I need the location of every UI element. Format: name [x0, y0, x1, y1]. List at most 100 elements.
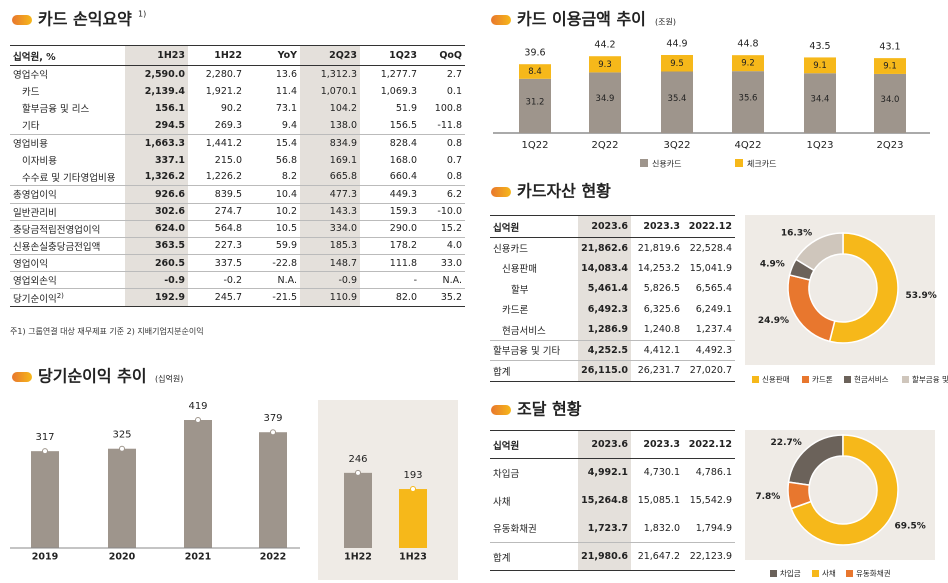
cell: 926.6 [125, 185, 188, 203]
cell: 294.5 [125, 117, 188, 135]
x-tick-label: 2021 [185, 552, 211, 563]
legend-label: 신용판매 [762, 375, 790, 384]
legend-swatch [802, 376, 809, 383]
value-label: 22.7% [771, 438, 802, 448]
x-tick-label: 1H22 [344, 552, 372, 563]
cell: 15,542.9 [689, 495, 732, 506]
cell: 10.2 [245, 202, 300, 221]
cell: -0.2 [188, 271, 245, 289]
x-tick-label: 2Q22 [592, 140, 619, 151]
cell: 185.3 [300, 236, 360, 255]
row-label: 당기순이익2) [10, 288, 125, 307]
cell: 6,325.6 [643, 303, 680, 315]
cell: 5,461.4 [578, 278, 631, 299]
cell: 1,070.1 [300, 82, 360, 100]
row-label: 유동화채권 [493, 524, 537, 536]
table-row: 일반관리비 302.6 274.7 10.2 143.3 159.3 -10.0 [10, 202, 465, 221]
cell: 104.2 [300, 99, 360, 118]
row-label: 신용카드 [493, 244, 528, 255]
cell: 15,041.9 [689, 262, 732, 274]
cell: 2,590.0 [125, 65, 188, 83]
total-label: 39.6 [524, 48, 545, 59]
cell: 11.4 [275, 85, 297, 97]
legend-label: 체크카드 [747, 159, 776, 169]
table-row: 사채 15,264.8 15,085.1 15,542.9 [490, 486, 735, 515]
header-cell: 십억원, % [10, 45, 125, 66]
bar-segment [661, 55, 693, 72]
cell: 1,237.4 [695, 324, 732, 335]
bar-segment [732, 55, 764, 72]
bar-marker [42, 448, 48, 455]
total-label: 44.2 [594, 40, 615, 51]
cell: - [360, 271, 420, 289]
value-label: 379 [263, 413, 282, 424]
legend-swatch [812, 570, 819, 577]
x-tick-label: 1H23 [399, 552, 427, 563]
bar-segment [589, 72, 621, 133]
legend-swatch [902, 376, 909, 383]
table-row: 총영업이익 926.6 839.5 10.4 477.3 449.3 6.2 [10, 185, 465, 203]
cell: 159.3 [360, 202, 420, 221]
cell: N.A. [245, 271, 300, 289]
cell: 15.2 [420, 219, 465, 238]
cell: 1,240.8 [643, 324, 680, 335]
cell: -10.0 [420, 202, 465, 221]
cell: 169.1 [300, 151, 360, 169]
cell: -22.8 [245, 254, 300, 272]
cell: 51.9 [395, 102, 417, 114]
legend-swatch [846, 570, 853, 577]
bar-marker [195, 417, 201, 423]
row-label: 사채 [493, 496, 511, 508]
row-label: 영업수익 [13, 70, 48, 82]
cell: 2,139.4 [125, 82, 188, 100]
cell: 6,249.1 [695, 303, 732, 315]
x-tick-label: 4Q22 [735, 140, 762, 151]
bar-segment [519, 78, 551, 133]
icon [491, 405, 511, 415]
icon [12, 372, 32, 382]
row-label: 총영업이익 [10, 185, 125, 203]
cell: 156.1 [125, 99, 188, 118]
cell: 828.4 [360, 133, 420, 152]
table-row: 영업외손익 -0.9 -0.2 N.A. -0.9- N.A. [10, 271, 465, 289]
cell: 35.2 [420, 288, 465, 307]
bar [344, 472, 372, 548]
table-row: 현금서비스 1,286.9 1,240.8 1,237.4 [490, 319, 735, 340]
legend-label: 유동화채권 [856, 568, 891, 578]
row-label: 현금서비스 [502, 325, 546, 337]
table-row: 영업이익 260.5 337.5 -22.8 148.7 111.8 33.0 [10, 254, 465, 272]
cell: 192.9 [125, 288, 188, 307]
cell: 290.0 [360, 219, 420, 238]
table-row: 수수료 및 기타영업비용 1,326.2 1,226.2 8.2 665.8 660.4 0… [10, 168, 465, 186]
value-label: 7.8% [755, 492, 780, 502]
table-row: 할부금융 및 기타 4,252.5 4,412.1 4,492.3 [490, 339, 735, 361]
bar-marker [119, 445, 125, 452]
cell: 14,083.4 [578, 258, 631, 279]
header-cell: 1H23 [125, 45, 188, 66]
cell: 10.4 [245, 185, 300, 203]
legend-label: 사채 [822, 568, 836, 578]
cell: 260.5 [125, 254, 188, 272]
cell: -0.9 [125, 271, 188, 289]
cell: 0.8 [446, 171, 462, 183]
x-tick-label: 1Q22 [522, 140, 549, 151]
row-label: 할부금융 및 리스 [22, 104, 90, 116]
cell: 10.5 [245, 219, 300, 238]
cell: 8.2 [281, 171, 297, 183]
cell: 839.5 [188, 185, 245, 203]
cell: 1,723.7 [578, 514, 631, 543]
donut-slice [790, 434, 899, 546]
cell: 337.5 [188, 254, 245, 272]
cell: 22,528.4 [689, 242, 732, 254]
cell: 4,730.1 [643, 467, 680, 479]
cell: 1,441.2 [188, 133, 245, 152]
row-label: 이자비용 [22, 156, 57, 168]
cell: 156.5 [389, 119, 417, 131]
header-row: 십억원 2023.6 2023.3 2022.12 [490, 215, 735, 238]
header-cell: 1H22 [188, 45, 245, 66]
row-label: 충당금적립전영업이익 [10, 219, 125, 238]
cell: 1,921.2 [205, 85, 242, 97]
cell: 274.7 [188, 202, 245, 221]
row-label: 카드론 [502, 305, 529, 317]
